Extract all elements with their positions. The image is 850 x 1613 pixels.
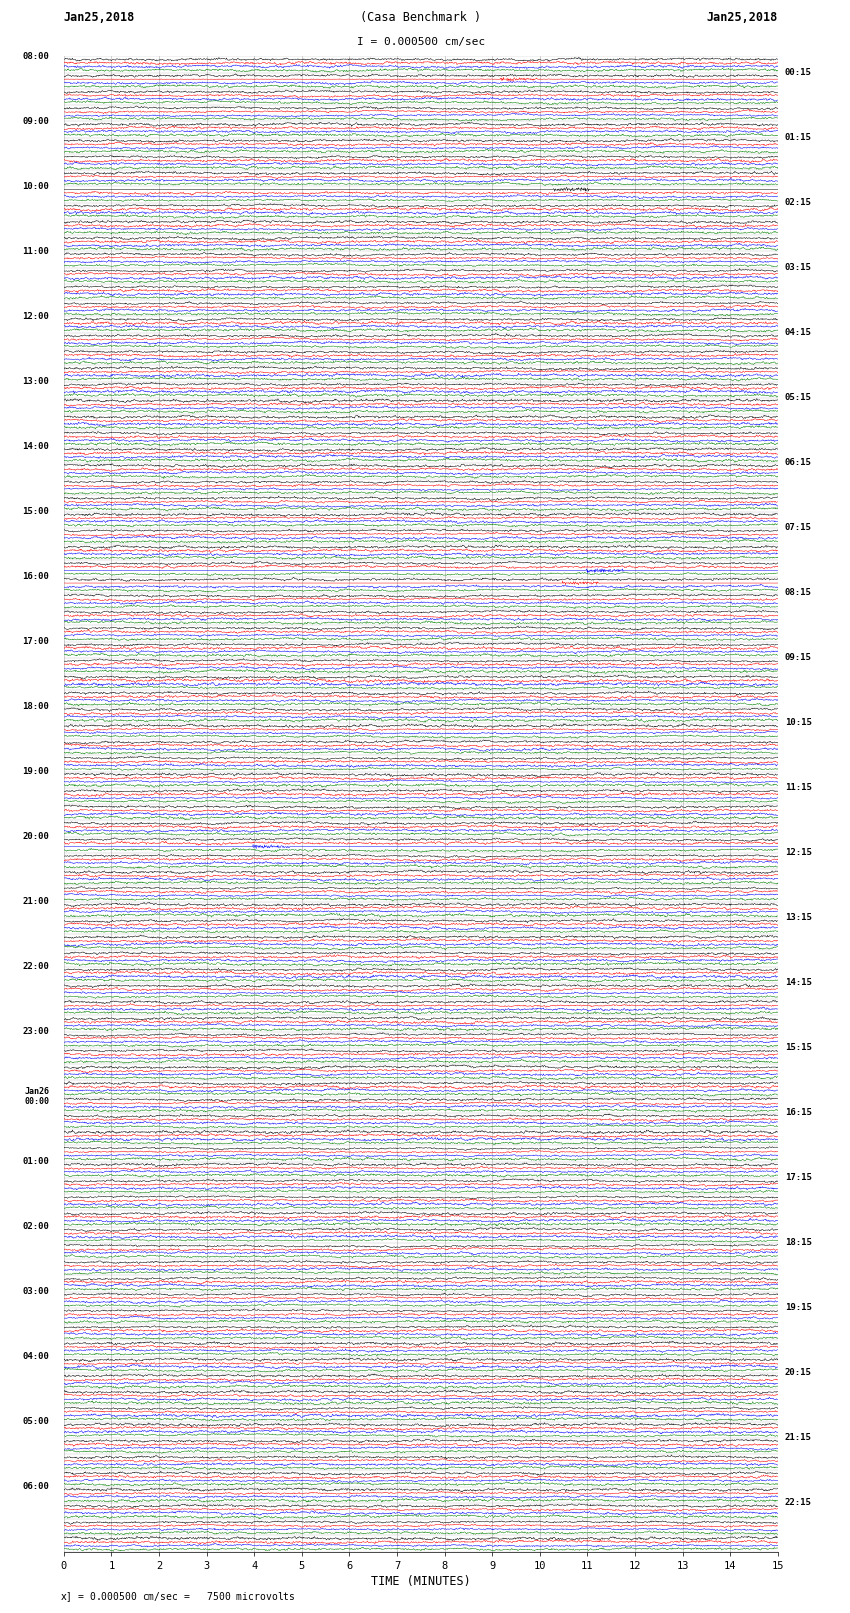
Text: 19:15: 19:15 [785,1303,812,1313]
Text: 05:15: 05:15 [785,394,812,402]
Text: 14:00: 14:00 [23,442,49,452]
Text: 22:15: 22:15 [785,1498,812,1508]
Text: 15:00: 15:00 [23,506,49,516]
Text: 04:00: 04:00 [23,1352,49,1361]
Text: 08:15: 08:15 [785,589,812,597]
Text: 17:00: 17:00 [23,637,49,647]
Text: 11:00: 11:00 [23,247,49,256]
Text: 12:15: 12:15 [785,848,812,858]
Text: 03:00: 03:00 [23,1287,49,1297]
Text: 07:15: 07:15 [785,523,812,532]
Text: 20:00: 20:00 [23,832,49,840]
Text: 16:15: 16:15 [785,1108,812,1118]
Text: 04:15: 04:15 [785,329,812,337]
Text: 14:15: 14:15 [785,979,812,987]
Text: 11:15: 11:15 [785,784,812,792]
Text: 19:00: 19:00 [23,768,49,776]
Text: 09:00: 09:00 [23,118,49,126]
Text: 03:15: 03:15 [785,263,812,273]
Text: 22:00: 22:00 [23,961,49,971]
Text: 18:15: 18:15 [785,1239,812,1247]
Text: 21:00: 21:00 [23,897,49,907]
Text: 09:15: 09:15 [785,653,812,663]
Text: 13:15: 13:15 [785,913,812,923]
X-axis label: TIME (MINUTES): TIME (MINUTES) [371,1574,471,1587]
Text: I = 0.000500 cm/sec: I = 0.000500 cm/sec [357,37,484,47]
Text: 02:00: 02:00 [23,1223,49,1231]
Text: 10:15: 10:15 [785,718,812,727]
Text: Jan26
00:00: Jan26 00:00 [25,1087,49,1107]
Text: 10:00: 10:00 [23,182,49,190]
Text: 12:00: 12:00 [23,311,49,321]
Text: $\mathsf{x}$] = 0.000500 cm/sec =   7500 microvolts: $\mathsf{x}$] = 0.000500 cm/sec = 7500 m… [60,1590,296,1605]
Text: 16:00: 16:00 [23,573,49,581]
Text: 17:15: 17:15 [785,1173,812,1182]
Text: 20:15: 20:15 [785,1368,812,1378]
Text: 01:00: 01:00 [23,1157,49,1166]
Text: 21:15: 21:15 [785,1434,812,1442]
Text: Jan25,2018: Jan25,2018 [706,11,778,24]
Text: 06:15: 06:15 [785,458,812,468]
Text: 02:15: 02:15 [785,198,812,206]
Text: 18:00: 18:00 [23,702,49,711]
Text: 01:15: 01:15 [785,134,812,142]
Text: Jan25,2018: Jan25,2018 [64,11,135,24]
Text: (Casa Benchmark ): (Casa Benchmark ) [360,11,481,24]
Text: 08:00: 08:00 [23,52,49,61]
Text: 13:00: 13:00 [23,377,49,386]
Text: 05:00: 05:00 [23,1418,49,1426]
Text: 23:00: 23:00 [23,1027,49,1036]
Text: 06:00: 06:00 [23,1482,49,1490]
Text: 15:15: 15:15 [785,1044,812,1052]
Text: 00:15: 00:15 [785,68,812,77]
